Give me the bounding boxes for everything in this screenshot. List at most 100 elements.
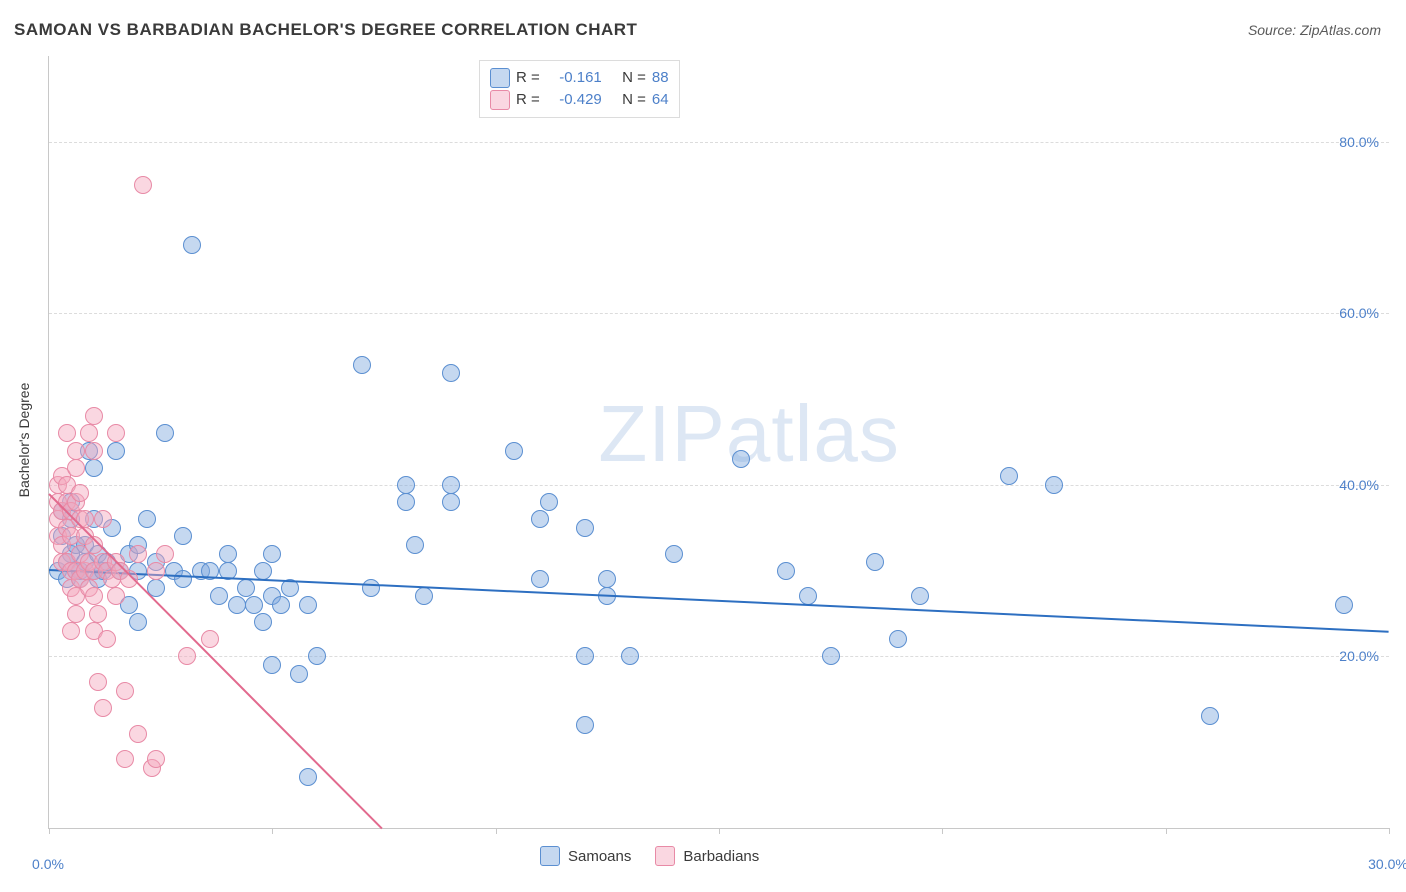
scatter-point — [85, 459, 103, 477]
scatter-point — [442, 364, 460, 382]
chart-container: SAMOAN VS BARBADIAN BACHELOR'S DEGREE CO… — [0, 0, 1406, 892]
legend-swatch — [655, 846, 675, 866]
stats-r-label: R = — [516, 89, 540, 111]
scatter-point — [58, 424, 76, 442]
scatter-point — [94, 510, 112, 528]
scatter-point — [129, 725, 147, 743]
scatter-point — [67, 442, 85, 460]
scatter-point — [174, 527, 192, 545]
y-tick-label: 60.0% — [1339, 305, 1379, 321]
y-axis-title: Bachelor's Degree — [16, 383, 32, 498]
y-tick-label: 40.0% — [1339, 477, 1379, 493]
legend-item: Barbadians — [655, 846, 759, 866]
grid-h — [49, 656, 1389, 657]
chart-title: SAMOAN VS BARBADIAN BACHELOR'S DEGREE CO… — [14, 20, 637, 40]
scatter-point — [299, 596, 317, 614]
scatter-point — [732, 450, 750, 468]
scatter-point — [156, 545, 174, 563]
scatter-point — [201, 630, 219, 648]
scatter-point — [178, 647, 196, 665]
scatter-point — [505, 442, 523, 460]
scatter-point — [85, 587, 103, 605]
grid-h — [49, 313, 1389, 314]
x-tick — [272, 828, 273, 834]
watermark-atlas: atlas — [726, 389, 900, 478]
scatter-point — [254, 562, 272, 580]
scatter-point — [362, 579, 380, 597]
scatter-point — [98, 630, 116, 648]
x-tick-label: 0.0% — [32, 856, 64, 872]
scatter-point — [272, 596, 290, 614]
scatter-point — [1201, 707, 1219, 725]
plot-area: ZIPatlas R =-0.161 N = 88R = -0.429 N = 6… — [48, 56, 1389, 829]
stats-r-value: -0.161 — [546, 67, 602, 89]
scatter-point — [415, 587, 433, 605]
scatter-point — [397, 493, 415, 511]
scatter-point — [129, 545, 147, 563]
scatter-point — [576, 716, 594, 734]
scatter-point — [107, 587, 125, 605]
scatter-point — [263, 656, 281, 674]
scatter-point — [889, 630, 907, 648]
scatter-point — [442, 493, 460, 511]
scatter-point — [80, 424, 98, 442]
scatter-point — [147, 750, 165, 768]
grid-h — [49, 485, 1389, 486]
x-tick — [1389, 828, 1390, 834]
scatter-point — [866, 553, 884, 571]
legend-swatch — [540, 846, 560, 866]
scatter-point — [138, 510, 156, 528]
scatter-point — [134, 176, 152, 194]
stats-row: R = -0.429 N = 64 — [490, 89, 669, 111]
scatter-point — [1045, 476, 1063, 494]
scatter-point — [107, 424, 125, 442]
scatter-point — [665, 545, 683, 563]
scatter-point — [245, 596, 263, 614]
scatter-point — [777, 562, 795, 580]
scatter-point — [353, 356, 371, 374]
legend-item: Samoans — [540, 846, 631, 866]
scatter-point — [183, 236, 201, 254]
scatter-point — [116, 682, 134, 700]
scatter-point — [67, 605, 85, 623]
scatter-point — [67, 459, 85, 477]
scatter-point — [89, 605, 107, 623]
scatter-point — [62, 622, 80, 640]
scatter-point — [147, 562, 165, 580]
x-tick — [1166, 828, 1167, 834]
x-tick — [496, 828, 497, 834]
scatter-point — [290, 665, 308, 683]
scatter-point — [576, 519, 594, 537]
legend-swatch — [490, 90, 510, 110]
stats-legend-box: R =-0.161 N = 88R = -0.429 N = 64 — [479, 60, 680, 118]
stats-row: R =-0.161 N = 88 — [490, 67, 669, 89]
scatter-point — [406, 536, 424, 554]
stats-r-value: -0.429 — [546, 89, 602, 111]
scatter-point — [254, 613, 272, 631]
scatter-point — [94, 699, 112, 717]
legend-label: Samoans — [568, 848, 631, 865]
stats-n-label: N = — [622, 89, 646, 111]
scatter-point — [85, 407, 103, 425]
scatter-point — [822, 647, 840, 665]
y-tick-label: 80.0% — [1339, 134, 1379, 150]
scatter-point — [1000, 467, 1018, 485]
scatter-point — [299, 768, 317, 786]
legend-swatch — [490, 68, 510, 88]
stats-n-value: 88 — [652, 67, 669, 89]
stats-n-value: 64 — [652, 89, 669, 111]
scatter-point — [107, 442, 125, 460]
trend-line — [48, 494, 382, 830]
scatter-point — [228, 596, 246, 614]
scatter-point — [397, 476, 415, 494]
scatter-point — [89, 673, 107, 691]
scatter-point — [174, 570, 192, 588]
scatter-point — [911, 587, 929, 605]
scatter-point — [210, 587, 228, 605]
scatter-point — [156, 424, 174, 442]
watermark-zip: ZIP — [598, 389, 725, 478]
x-tick — [719, 828, 720, 834]
scatter-point — [219, 545, 237, 563]
scatter-point — [540, 493, 558, 511]
scatter-point — [116, 750, 134, 768]
